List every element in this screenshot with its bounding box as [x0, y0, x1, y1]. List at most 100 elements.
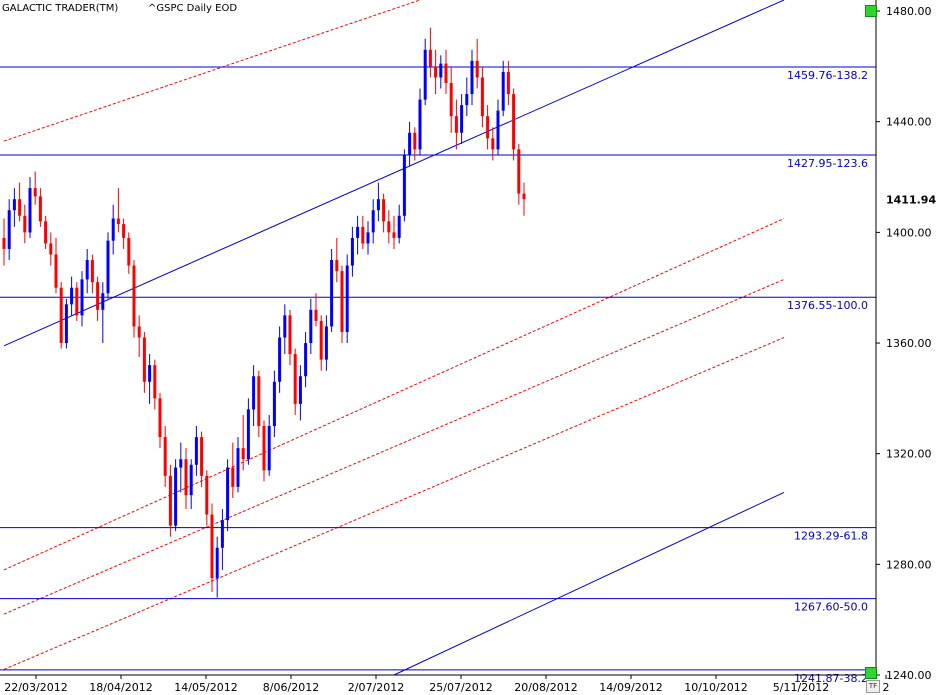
- candle-body: [106, 240, 110, 294]
- candle-body: [475, 60, 479, 78]
- fib-level-label: 1376.55-100.0: [787, 299, 868, 312]
- candle-body: [18, 199, 22, 216]
- candle-body: [122, 224, 126, 238]
- candle-body: [402, 154, 406, 216]
- fib-levels: 1459.76-138.2 1427.95-123.6 1376.55-100.0 1…: [0, 66, 876, 685]
- candle-body: [304, 343, 308, 377]
- candle-body: [116, 218, 120, 225]
- candle-body: [220, 520, 224, 548]
- candle-body: [361, 226, 365, 244]
- candle-body: [231, 467, 235, 487]
- dashed-channel-line: [3, 278, 785, 615]
- candle-body: [49, 243, 53, 255]
- candle-body: [137, 326, 141, 338]
- candle-body: [522, 193, 526, 200]
- y-tick-label: 1240.00: [886, 669, 932, 682]
- x-tick-label: 25/07/2012: [429, 681, 492, 694]
- candle-body: [75, 287, 79, 316]
- candle-body: [158, 398, 162, 438]
- x-tick-label: 10/10/2012: [684, 681, 747, 694]
- candle-body: [319, 320, 323, 360]
- candle-body: [252, 376, 256, 410]
- candle-body: [168, 475, 172, 526]
- x-tick-label: 18/04/2012: [89, 681, 152, 694]
- candle-body: [70, 287, 74, 305]
- candle-body: [491, 138, 495, 150]
- candle-body: [59, 287, 63, 344]
- candle-body: [460, 105, 464, 133]
- candle-body: [517, 149, 521, 194]
- x-tick-label: 8/06/2012: [263, 681, 319, 694]
- candle-body: [200, 437, 204, 476]
- candle-body: [340, 271, 344, 332]
- candle-body: [470, 60, 474, 95]
- candles: [2, 27, 526, 598]
- x-tick-label: 14/09/2012: [599, 681, 662, 694]
- candle-body: [449, 82, 453, 117]
- y-tick-label: 1320.00: [886, 448, 932, 461]
- candle-body: [454, 116, 458, 133]
- candle-body: [272, 381, 276, 427]
- y-tick-label: 1480.00: [886, 5, 932, 18]
- fib-level-label: 1267.60-50.0: [794, 601, 868, 614]
- candle-body: [397, 215, 401, 238]
- candle-body: [236, 448, 240, 487]
- candle-body: [376, 199, 380, 211]
- candle-body: [142, 337, 146, 382]
- candle-body: [335, 260, 339, 272]
- candle-body: [2, 237, 6, 249]
- tf-icon[interactable]: TF: [866, 680, 880, 693]
- candle-body: [127, 237, 131, 266]
- x-tick-label: 22/03/2012: [4, 681, 67, 694]
- candle-body: [257, 376, 261, 427]
- x-tick-label: 2: [883, 681, 890, 694]
- square-green-icon[interactable]: [865, 667, 877, 679]
- candle-body: [33, 188, 37, 197]
- candle-body: [64, 304, 68, 344]
- candle-body: [444, 63, 448, 83]
- candle-body: [241, 448, 245, 460]
- candle-body: [283, 315, 287, 338]
- candle-body: [330, 260, 334, 327]
- candle-body: [288, 315, 292, 355]
- square-green-icon[interactable]: [865, 5, 877, 17]
- candle-body: [465, 94, 469, 106]
- candle-body: [382, 199, 386, 222]
- candle-body: [350, 237, 354, 266]
- x-tick-label: 5/11/2012: [773, 681, 829, 694]
- fib-level-label: 1427.95-123.6: [787, 157, 868, 170]
- candle-body: [153, 365, 157, 399]
- last-price-label: 1411.94: [886, 193, 936, 206]
- candle-body: [324, 326, 328, 360]
- x-tick-label: 14/05/2012: [174, 681, 237, 694]
- y-tick-label: 1400.00: [886, 226, 932, 239]
- candle-body: [44, 221, 48, 244]
- candle-body: [12, 199, 16, 211]
- date-axis: 22/03/2012 18/04/2012 14/05/2012 8/06/2012 2…: [0, 674, 890, 694]
- solid-channel-line: [393, 491, 785, 676]
- dashed-channel-line: [3, 337, 785, 670]
- candle-body: [179, 459, 183, 468]
- candle-body: [215, 547, 219, 579]
- candle-body: [298, 376, 302, 404]
- candle-body: [314, 309, 318, 321]
- candle-body: [205, 475, 209, 515]
- fib-level-label: 1293.29-61.8: [794, 530, 868, 543]
- candle-body: [90, 260, 94, 283]
- candle-body: [23, 215, 27, 233]
- candle-body: [506, 71, 510, 95]
- candle-body: [184, 459, 188, 496]
- dashed-channel-line: [3, 0, 421, 142]
- candle-body: [96, 282, 100, 310]
- candle-body: [413, 132, 417, 150]
- dashed-channel-line: [3, 218, 785, 571]
- candle-body: [262, 426, 266, 471]
- candle-body: [309, 309, 313, 344]
- fib-level-label: 1459.76-138.2: [787, 69, 868, 82]
- price-axis: 1240.00 1280.00 1320.00 1360.00 1400.00 1440.…: [875, 0, 936, 682]
- candle-body: [85, 260, 89, 280]
- candle-body: [366, 232, 370, 244]
- candle-body: [439, 63, 443, 78]
- candle-body: [174, 467, 178, 526]
